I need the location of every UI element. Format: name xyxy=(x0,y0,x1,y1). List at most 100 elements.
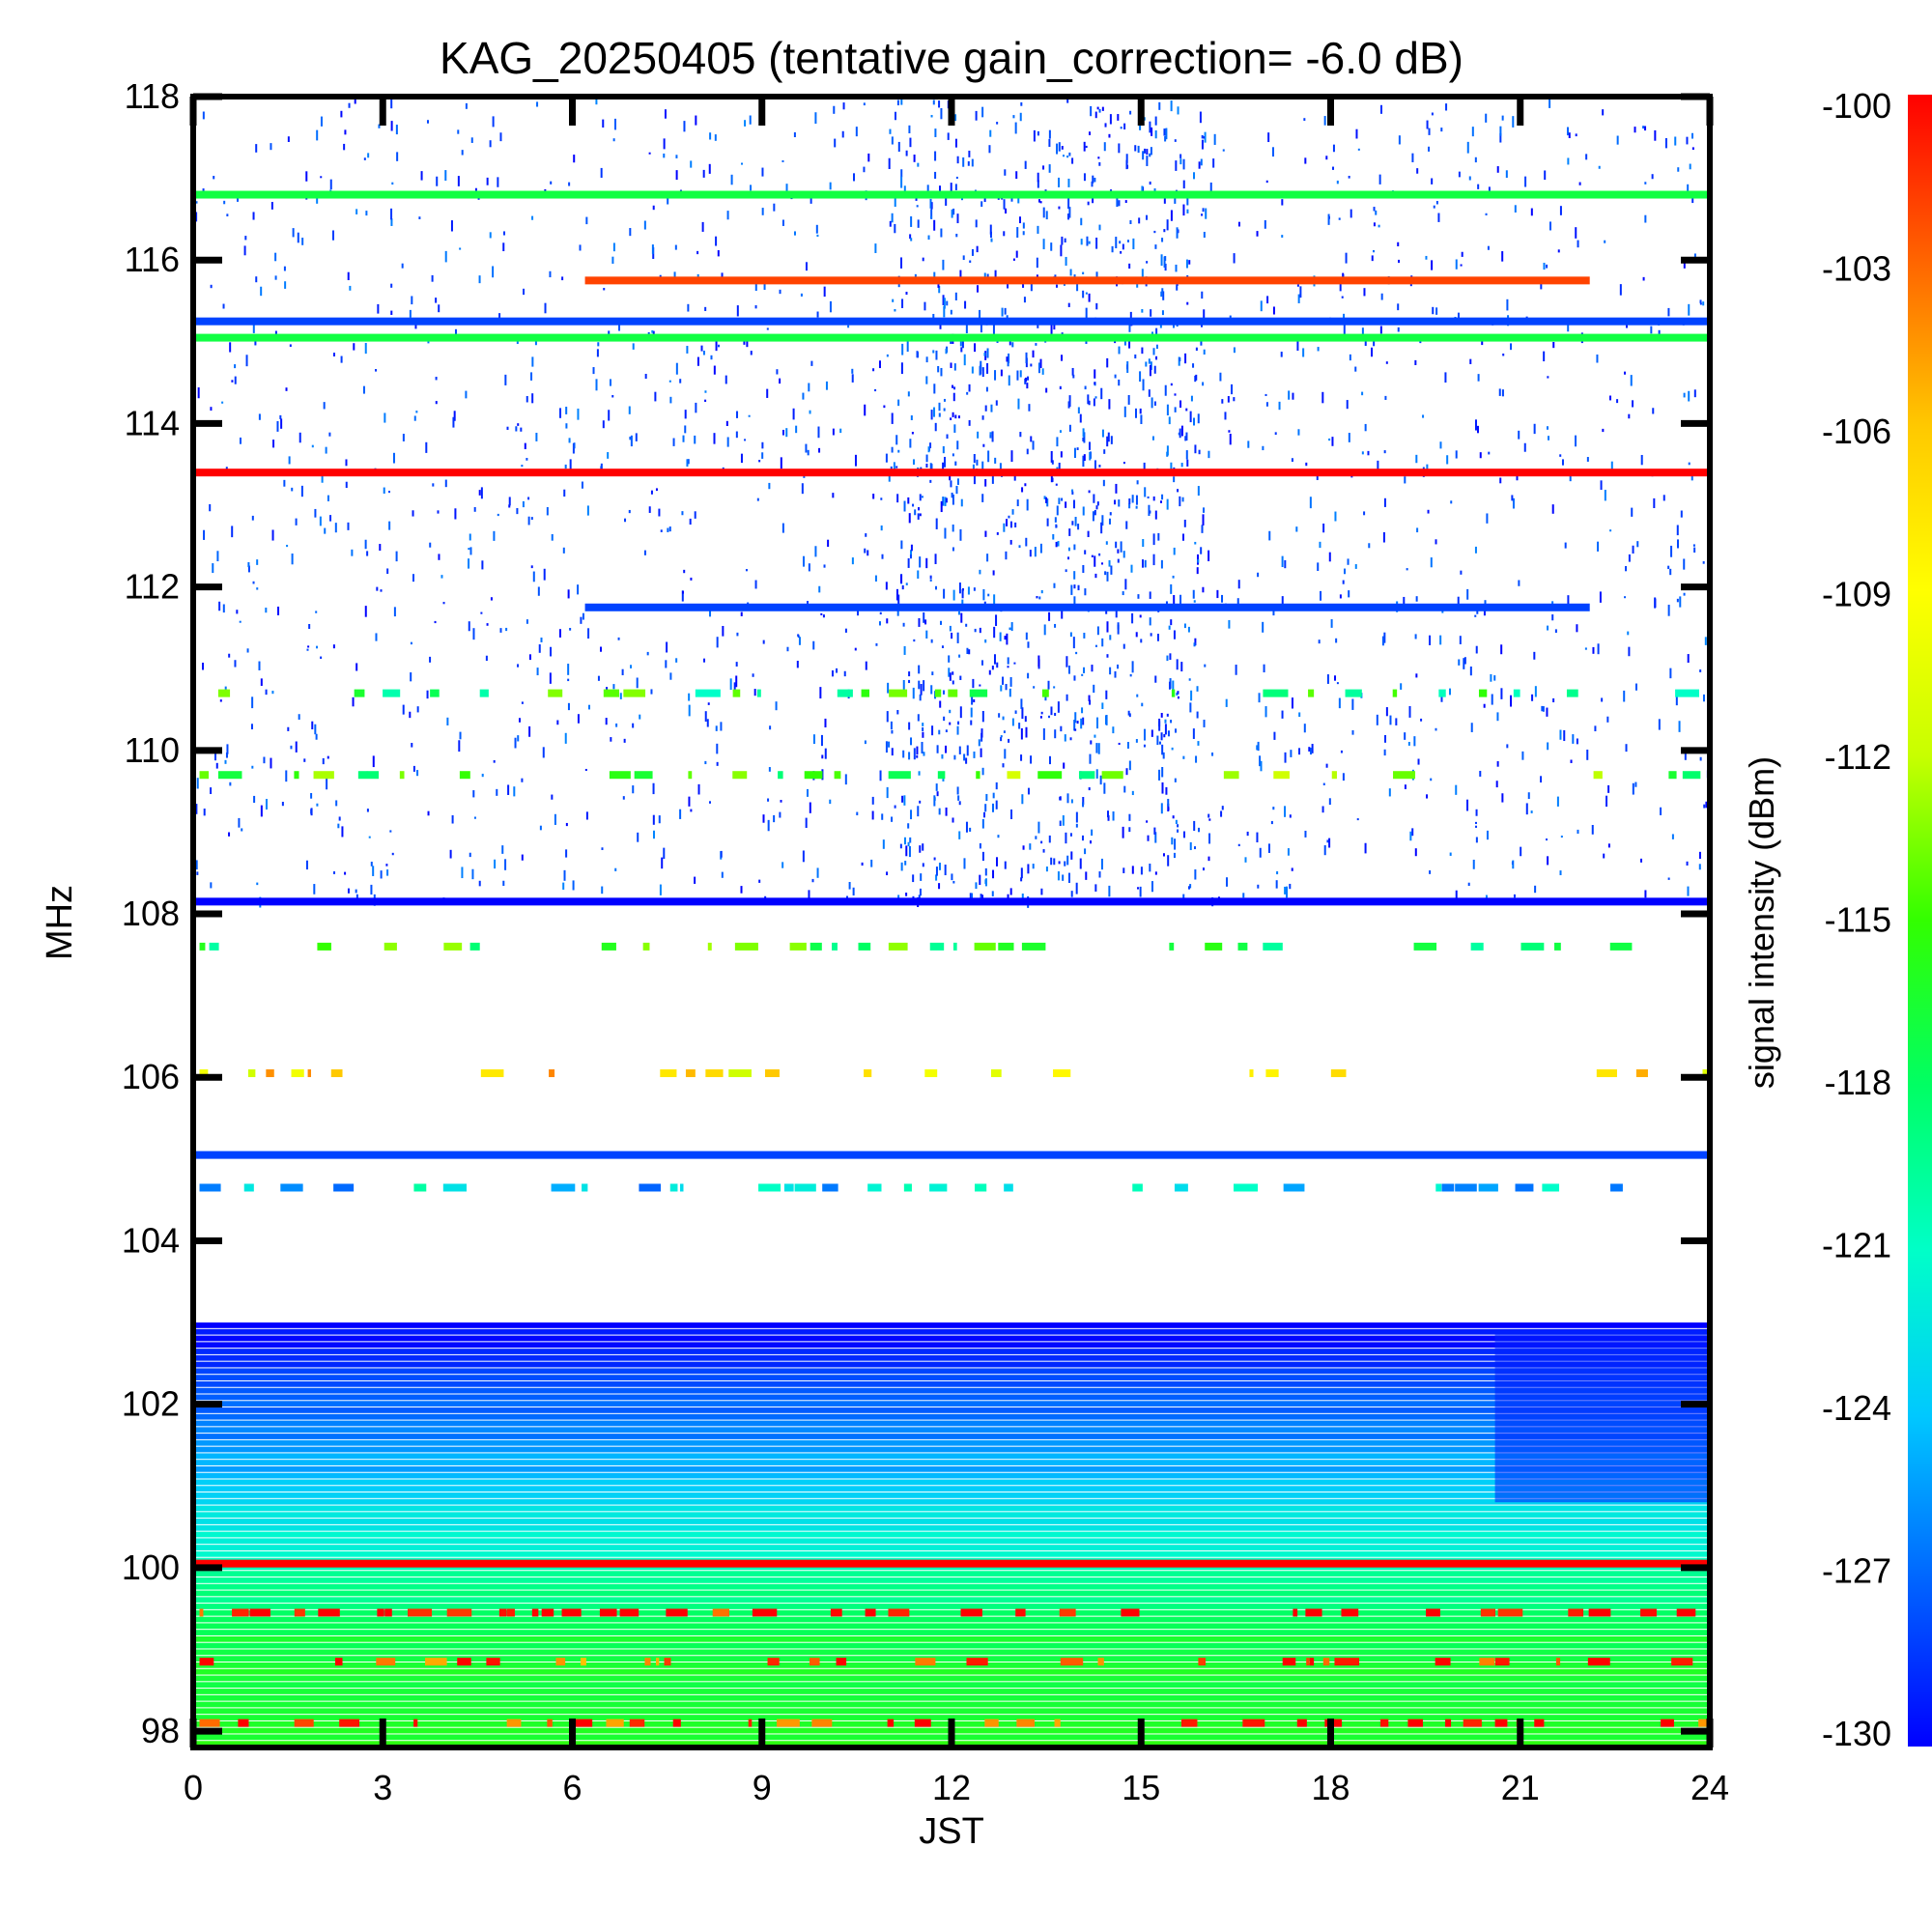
speckle-mark xyxy=(912,503,915,507)
speckle-mark xyxy=(1344,568,1347,575)
speckle-mark xyxy=(1055,284,1058,288)
speckle-mark xyxy=(1501,251,1504,262)
band-segment xyxy=(1671,1658,1693,1666)
speckle-mark xyxy=(1026,448,1029,455)
band-segment xyxy=(1494,1719,1508,1727)
speckle-mark xyxy=(995,800,998,810)
speckle-mark xyxy=(1414,359,1417,365)
speckle-mark xyxy=(1158,721,1161,731)
speckle-mark xyxy=(981,494,984,502)
evening-noise-dip xyxy=(1494,1330,1710,1503)
speckle-mark xyxy=(1101,515,1104,526)
speckle-mark xyxy=(1125,154,1128,163)
speckle-mark xyxy=(965,821,968,833)
speckle-mark xyxy=(909,837,912,843)
speckle-mark xyxy=(1077,584,1080,591)
speckle-mark xyxy=(489,140,492,148)
speckle-mark xyxy=(1498,388,1501,396)
speckle-mark xyxy=(1076,281,1079,292)
speckle-mark xyxy=(344,871,347,875)
speckle-mark xyxy=(897,141,900,153)
speckle-mark xyxy=(1389,715,1392,725)
speckle-mark xyxy=(565,822,568,827)
speckle-mark xyxy=(952,680,954,685)
speckle-mark xyxy=(872,494,875,499)
speckle-mark xyxy=(202,662,205,670)
speckle-mark xyxy=(258,661,261,670)
speckle-mark xyxy=(736,305,739,317)
speckle-mark xyxy=(888,475,891,482)
speckle-mark xyxy=(992,325,995,336)
speckle-mark xyxy=(1190,395,1193,402)
speckle-mark xyxy=(1117,664,1120,669)
speckle-mark xyxy=(435,377,438,381)
speckle-mark xyxy=(1088,490,1091,494)
speckle-mark xyxy=(1272,807,1275,810)
noise-floor-row xyxy=(193,1623,1710,1630)
speckle-mark xyxy=(285,387,288,391)
band-segment xyxy=(937,771,946,780)
speckle-mark xyxy=(1440,128,1443,132)
speckle-mark xyxy=(1570,759,1573,763)
speckle-mark xyxy=(995,857,998,867)
y-tick-label: 114 xyxy=(125,403,180,442)
speckle-mark xyxy=(827,539,830,548)
speckle-mark xyxy=(980,660,983,666)
speckle-mark xyxy=(916,205,919,208)
speckle-mark xyxy=(390,310,393,315)
band-segment xyxy=(619,1608,639,1617)
band-segment xyxy=(1078,771,1095,780)
speckle-mark xyxy=(1698,864,1701,870)
speckle-mark xyxy=(841,130,844,138)
speckle-mark xyxy=(1128,497,1131,504)
speckle-mark xyxy=(1166,445,1169,456)
speckle-mark xyxy=(1091,554,1094,557)
speckle-mark xyxy=(744,439,747,441)
speckle-mark xyxy=(1196,711,1199,719)
speckle-mark xyxy=(969,827,972,832)
speckle-mark xyxy=(1003,231,1006,237)
speckle-mark xyxy=(1287,848,1290,856)
speckle-mark xyxy=(1203,507,1206,513)
speckle-mark xyxy=(1141,269,1144,277)
speckle-mark xyxy=(663,153,666,158)
speckle-mark xyxy=(802,555,805,567)
speckle-mark xyxy=(986,554,989,562)
speckle-mark xyxy=(1080,217,1083,226)
speckle-mark xyxy=(1491,694,1493,705)
speckle-mark xyxy=(1203,720,1206,727)
band-segment xyxy=(199,1719,220,1727)
speckle-mark xyxy=(952,817,954,823)
speckle-mark xyxy=(1115,607,1118,618)
speckle-mark xyxy=(982,588,985,601)
speckle-mark xyxy=(1136,281,1139,288)
speckle-mark xyxy=(940,500,943,513)
speckle-mark xyxy=(675,658,678,663)
speckle-mark xyxy=(372,866,375,876)
band-segment xyxy=(339,1719,360,1727)
speckle-mark xyxy=(925,630,928,639)
speckle-mark xyxy=(1178,356,1180,366)
speckle-mark xyxy=(567,678,570,682)
speckle-mark xyxy=(1259,755,1262,767)
band-segment xyxy=(966,1658,988,1666)
speckle-mark xyxy=(489,232,492,239)
speckle-mark xyxy=(1128,827,1131,833)
speckle-mark xyxy=(389,830,392,833)
speckle-mark xyxy=(1071,489,1074,493)
speckle-mark xyxy=(1653,497,1656,508)
speckle-mark xyxy=(1185,408,1188,412)
speckle-mark xyxy=(454,508,457,520)
speckle-mark xyxy=(1148,504,1151,517)
speckle-mark xyxy=(918,507,921,511)
band-segment xyxy=(924,1069,938,1078)
band-segment xyxy=(861,689,869,697)
speckle-mark xyxy=(1518,580,1520,586)
band-segment xyxy=(266,1069,274,1078)
speckle-mark xyxy=(600,167,603,178)
speckle-mark xyxy=(1500,688,1503,699)
speckle-mark xyxy=(1398,259,1401,264)
speckle-mark xyxy=(1032,350,1035,358)
speckle-mark xyxy=(979,366,981,376)
speckle-mark xyxy=(316,803,319,807)
